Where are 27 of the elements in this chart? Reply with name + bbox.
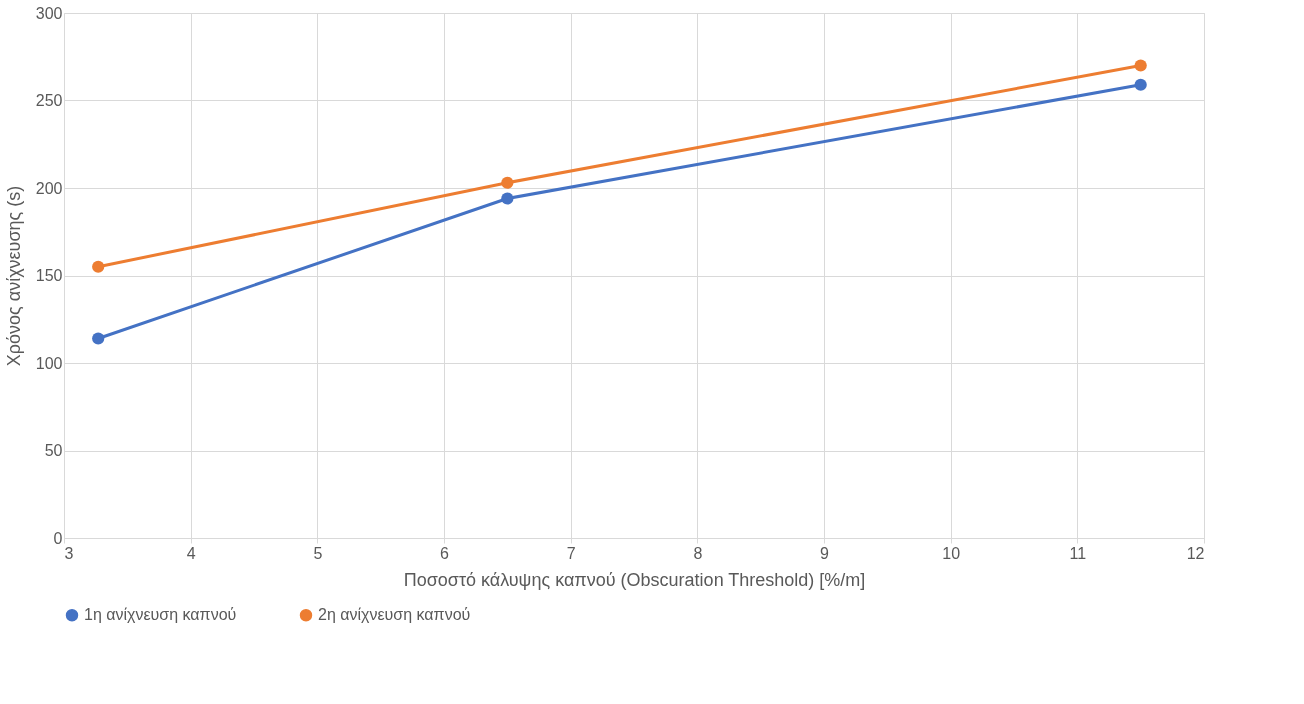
y-tick-label: 100 bbox=[35, 354, 63, 372]
y-axis-title: Χρόνος ανίχνευσης (s) bbox=[3, 185, 24, 367]
x-tick-label: 6 bbox=[440, 544, 450, 562]
point bbox=[1134, 59, 1147, 72]
x-tick-label: 7 bbox=[566, 544, 576, 562]
y-tick-label: 150 bbox=[35, 267, 63, 284]
legend-label: 2η ανίχνευση καπνού bbox=[318, 606, 471, 624]
x-tick-label: 8 bbox=[693, 544, 703, 562]
x-tick-label: 10 bbox=[942, 544, 961, 562]
y-tick-label: 200 bbox=[35, 179, 63, 197]
x-axis-title: Ποσοστό κάλυψης καπνού (Obscuration Threshold) [%/m] bbox=[403, 569, 866, 590]
point bbox=[92, 332, 105, 345]
y-tick-label: 250 bbox=[35, 92, 63, 109]
x-tick-label: 12 bbox=[1186, 544, 1205, 562]
y-tick-label: 0 bbox=[53, 529, 63, 547]
y-tick-label: 300 bbox=[35, 4, 63, 22]
point bbox=[92, 260, 105, 273]
x-tick-label: 9 bbox=[820, 544, 830, 562]
point bbox=[501, 192, 514, 205]
point bbox=[501, 176, 514, 189]
x-tick-label: 11 bbox=[1069, 544, 1087, 562]
y-tick-label: 50 bbox=[44, 442, 63, 459]
x-tick-label: 4 bbox=[186, 544, 196, 562]
legend-label: 1η ανίχνευση καπνού bbox=[84, 606, 237, 624]
point bbox=[1134, 78, 1147, 91]
x-tick-label: 3 bbox=[64, 544, 74, 562]
x-tick-label: 5 bbox=[313, 544, 323, 562]
